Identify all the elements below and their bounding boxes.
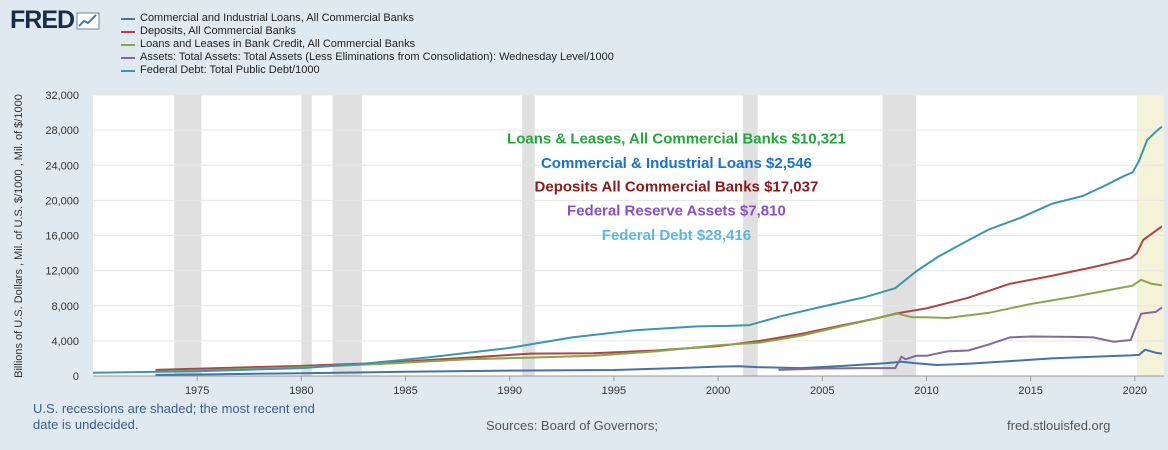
x-tick-label: 1985: [393, 385, 417, 397]
legend-swatch: [121, 43, 135, 46]
brand-name: FRED: [10, 6, 75, 34]
legend-label: Assets: Total Assets: Total Assets (Less…: [140, 51, 614, 63]
x-tick-label: 2015: [1018, 385, 1042, 397]
legend-label: Loans and Leases in Bank Credit, All Com…: [140, 38, 416, 50]
x-tick-label: 2005: [810, 385, 834, 397]
legend-item-loans-leases: Loans and Leases in Bank Credit, All Com…: [121, 38, 614, 51]
y-tick-label: 24,000: [45, 160, 79, 172]
y-tick-label: 8,000: [51, 301, 79, 313]
x-axis: 1975 1980 1985 1990 1995 2000 2005 2010 2015 2020: [185, 376, 1147, 397]
y-axis: 0 4,000 8,000 12,000 16,000 20,000 24,000 28,00…: [45, 90, 1164, 383]
series-line: [155, 348, 1163, 376]
series-line: [778, 306, 1163, 371]
legend-item-deposits: Deposits, All Commercial Banks: [121, 25, 614, 38]
source-note: Sources: Board of Governors;: [486, 418, 658, 433]
annotation-label: Federal Debt $28,416: [602, 227, 751, 244]
x-tick-label: 2010: [914, 385, 938, 397]
y-axis-label: Billions of U.S. Dollars , Mil. of U.S. …: [13, 94, 25, 378]
y-tick-label: 20,000: [45, 195, 79, 207]
legend-label: Federal Debt: Total Public Debt/1000: [140, 64, 320, 76]
series-lines: [92, 125, 1163, 376]
y-tick-label: 12,000: [45, 266, 79, 278]
annotation-label: Federal Reserve Assets $7,810: [567, 202, 786, 219]
fred-logo[interactable]: FRED: [10, 6, 100, 35]
series-line: [92, 125, 1163, 374]
x-tick-label: 1975: [185, 385, 209, 397]
legend-item-fed-assets: Assets: Total Assets: Total Assets (Less…: [121, 51, 614, 64]
x-tick-label: 2020: [1123, 385, 1147, 397]
annotations: Loans & Leases, All Commercial Banks $10…: [507, 130, 846, 244]
recession-note: U.S. recessions are shaded; the most rec…: [33, 401, 315, 432]
legend-label: Deposits, All Commercial Banks: [140, 25, 296, 37]
x-tick-label: 1995: [602, 385, 626, 397]
legend-swatch: [121, 30, 135, 33]
series-line: [155, 278, 1163, 373]
line-chart-icon: [76, 12, 100, 29]
legend-swatch: [121, 17, 135, 20]
y-tick-label: 32,000: [45, 90, 79, 102]
y-tick-label: 16,000: [45, 231, 79, 243]
y-tick-label: 0: [73, 371, 79, 383]
legend-item-federal-debt: Federal Debt: Total Public Debt/1000: [121, 64, 614, 77]
chart-legend: Commercial and Industrial Loans, All Com…: [121, 12, 614, 77]
annotation-label: Commercial & Industrial Loans $2,546: [541, 155, 812, 172]
legend-item-ci-loans: Commercial and Industrial Loans, All Com…: [121, 12, 614, 25]
annotation-label: Loans & Leases, All Commercial Banks $10…: [507, 130, 846, 147]
gridlines: [93, 94, 1164, 342]
legend-swatch: [121, 69, 135, 72]
legend-label: Commercial and Industrial Loans, All Com…: [140, 12, 414, 24]
x-tick-label: 1990: [497, 385, 521, 397]
x-tick-label: 1980: [289, 385, 313, 397]
y-tick-label: 4,000: [51, 336, 79, 348]
y-tick-label: 28,000: [45, 125, 79, 137]
x-tick-label: 2000: [706, 385, 730, 397]
legend-swatch: [121, 56, 135, 59]
source-url[interactable]: fred.stlouisfed.org: [1007, 418, 1111, 433]
annotation-label: Deposits All Commercial Banks $17,037: [535, 179, 819, 196]
